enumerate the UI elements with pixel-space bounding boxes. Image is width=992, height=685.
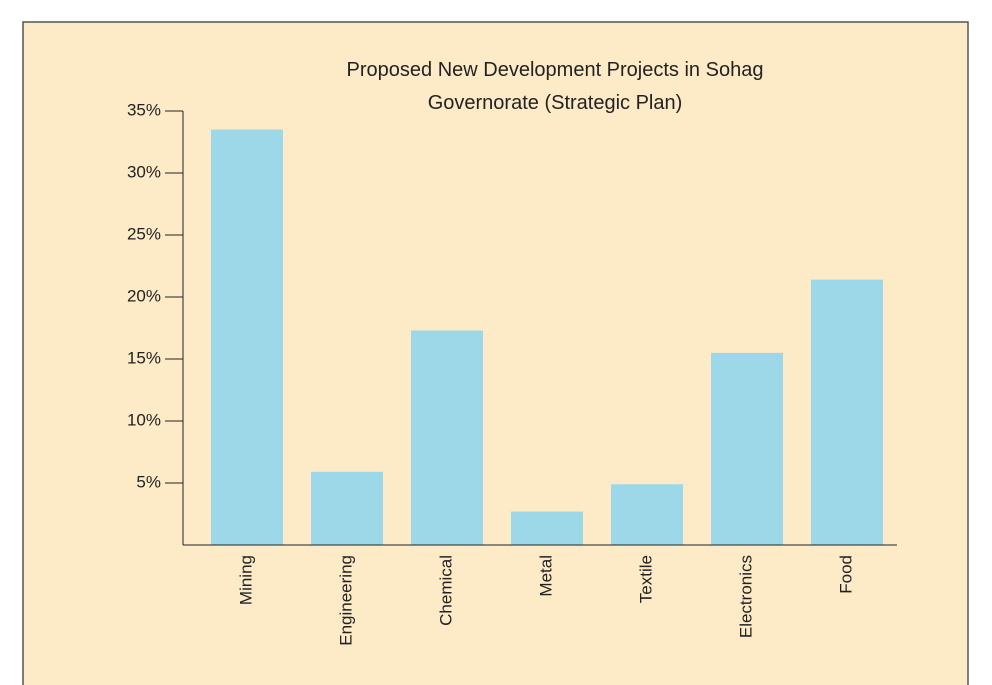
bar [811, 279, 883, 545]
y-tick-label: 20% [127, 286, 161, 305]
x-tick-label: Metal [536, 555, 555, 597]
bar [411, 330, 483, 545]
x-tick-label: Mining [236, 555, 255, 605]
bar [711, 352, 783, 545]
y-tick-label: 35% [127, 100, 161, 119]
y-tick-label: 10% [127, 410, 161, 429]
y-tick-label: 30% [127, 162, 161, 181]
x-tick-label: Electronics [736, 555, 755, 638]
bar [511, 511, 583, 545]
x-tick-label: Chemical [436, 555, 455, 626]
y-tick-label: 5% [136, 472, 161, 491]
x-tick-label: Engineering [336, 555, 355, 646]
x-tick-label: Food [836, 555, 855, 594]
chart-title: Proposed New Development Projects in Soh… [346, 59, 764, 114]
x-tick-label: Textile [636, 555, 655, 603]
bar [611, 484, 683, 545]
panel [22, 21, 969, 685]
y-tick-label: 15% [127, 348, 161, 367]
bar [211, 129, 283, 545]
y-tick-label: 25% [127, 224, 161, 243]
bar [311, 471, 383, 545]
